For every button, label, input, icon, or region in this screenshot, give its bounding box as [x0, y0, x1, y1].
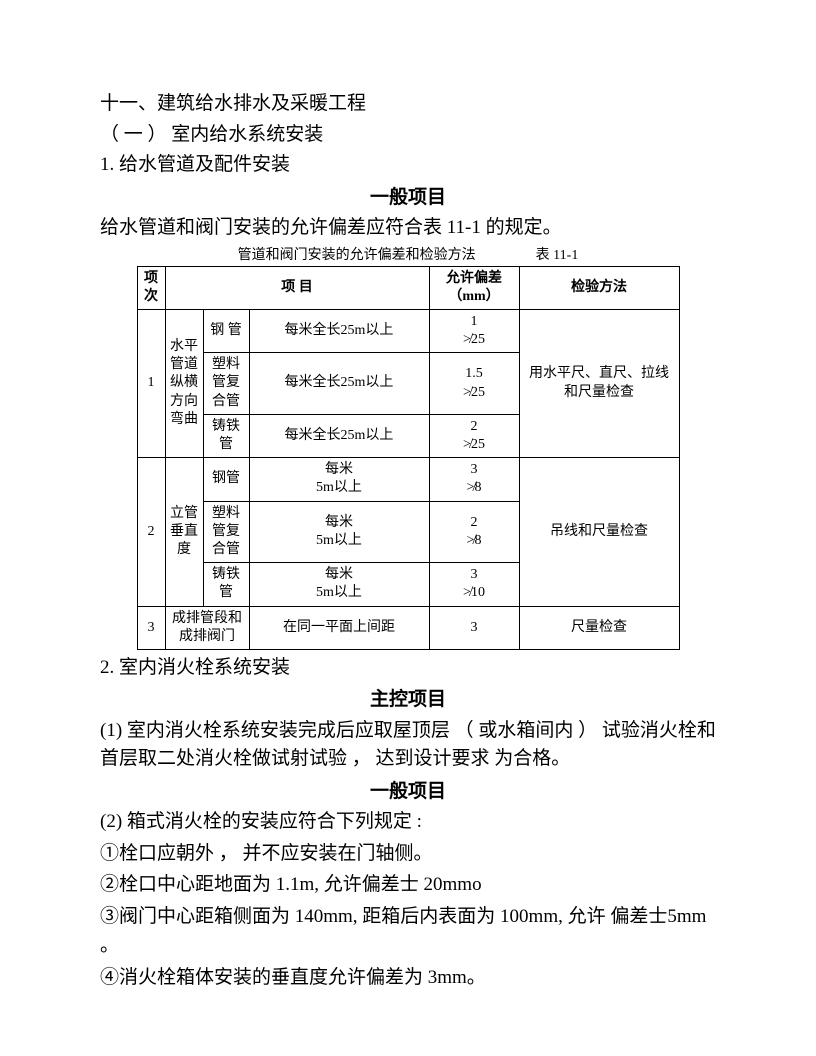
heading-level-2: （ 一 ） 室内给水系统安装: [100, 121, 716, 150]
cell-desc: 每米全长25m以上: [249, 353, 429, 415]
cell-desc: 每米5m以上: [249, 458, 429, 501]
cell-cat-3: 成排管段和成排阀门: [165, 606, 249, 649]
list-item-4: ④消火栓箱体安装的垂直度允许偏差为 3mm。: [100, 963, 716, 992]
cell-xu-2: 2: [137, 458, 165, 606]
cell-mat: 铸铁管: [203, 563, 249, 606]
cell-method-3: 尺量检查: [519, 606, 679, 649]
cell-mat: 塑料管复合管: [203, 353, 249, 415]
cell-cat-2: 立管垂直度: [165, 458, 203, 606]
cell-mat: 铸铁管: [203, 414, 249, 457]
cell-desc: 每米全长25m以上: [249, 414, 429, 457]
cell-method-2: 吊线和尺量检查: [519, 458, 679, 606]
th-method: 检验方法: [519, 266, 679, 309]
paragraph-g2-intro: (2) 箱式消火栓的安装应符合下列规定 :: [100, 808, 716, 837]
cell-mat: 塑料管复合管: [203, 501, 249, 563]
cell-dev: 3≯8: [429, 458, 519, 501]
table-row: 2 立管垂直度 钢管 每米5m以上 3≯8 吊线和尺量检查: [137, 458, 679, 501]
heading-item-1: 1. 给水管道及配件安装: [100, 151, 716, 180]
list-item-2: ②栓口中心距地面为 1.1m, 允许偏差士 20mmo: [100, 870, 716, 899]
section-title-main: 主控项目: [100, 686, 716, 715]
cell-dev: 2≯8: [429, 501, 519, 563]
cell-desc: 每米5m以上: [249, 501, 429, 563]
paragraph-main-1: (1) 室内消火栓系统安装完成后应取屋顶层 （ 或水箱间内 ） 试验消火栓和首层…: [100, 717, 716, 774]
heading-level-1: 十一、建筑给水排水及采暖工程: [100, 90, 716, 119]
cell-cat-1: 水平管道纵横方向弯曲: [165, 309, 203, 457]
cell-desc: 每米全长25m以上: [249, 309, 429, 352]
cell-dev: 3≯10: [429, 563, 519, 606]
section-title-general-2: 一般项目: [100, 778, 716, 807]
list-item-3: ③阀门中心距箱侧面为 140mm, 距箱后内表面为 100mm, 允许 偏差士5…: [100, 902, 716, 961]
cell-dev: 1≯25: [429, 309, 519, 352]
table-caption-right: 表 11-1: [536, 245, 579, 266]
cell-dev-3: 3: [429, 606, 519, 649]
cell-dev: 2≯25: [429, 414, 519, 457]
th-item: 项 目: [165, 266, 429, 309]
section-title-general-1: 一般项目: [100, 184, 716, 213]
cell-xu-3: 3: [137, 606, 165, 649]
table-row: 3 成排管段和成排阀门 在同一平面上间距 3 尺量检查: [137, 606, 679, 649]
table-header-row: 项次 项 目 允许偏差（mm） 检验方法: [137, 266, 679, 309]
deviation-table: 项次 项 目 允许偏差（mm） 检验方法 1 水平管道纵横方向弯曲 钢 管 每米…: [137, 266, 680, 650]
cell-method-1: 用水平尺、直尺、拉线和尺量检查: [519, 309, 679, 457]
cell-desc: 每米5m以上: [249, 563, 429, 606]
cell-xu-1: 1: [137, 309, 165, 457]
table-caption-left: 管道和阀门安装的允许偏差和检验方法: [238, 245, 476, 266]
cell-mat: 钢管: [203, 458, 249, 501]
intro-paragraph-1: 给水管道和阀门安装的允许偏差应符合表 11-1 的规定。: [100, 214, 716, 243]
th-dev: 允许偏差（mm）: [429, 266, 519, 309]
th-xu: 项次: [137, 266, 165, 309]
table-caption: 管道和阀门安装的允许偏差和检验方法 表 11-1: [100, 245, 716, 266]
cell-mat: 钢 管: [203, 309, 249, 352]
cell-desc-3: 在同一平面上间距: [249, 606, 429, 649]
heading-item-2: 2. 室内消火栓系统安装: [100, 654, 716, 683]
table-row: 1 水平管道纵横方向弯曲 钢 管 每米全长25m以上 1≯25 用水平尺、直尺、…: [137, 309, 679, 352]
list-item-1: ①栓口应朝外 ， 并不应安装在门轴侧。: [100, 839, 716, 868]
cell-dev: 1.5≯25: [429, 353, 519, 415]
